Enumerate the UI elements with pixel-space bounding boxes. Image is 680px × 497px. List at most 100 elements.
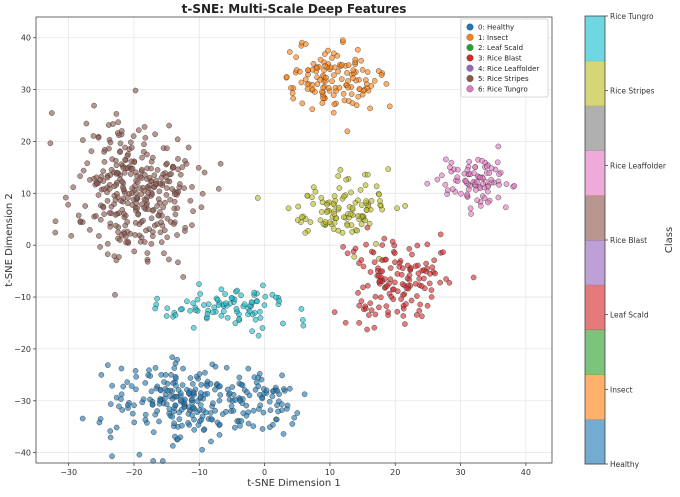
scatter-point [113, 162, 120, 169]
scatter-point [164, 215, 171, 222]
scatter-point [118, 365, 125, 372]
scatter-point [293, 54, 299, 61]
scatter-point [415, 270, 422, 277]
plot-frame [35, 16, 553, 464]
scatter-point [359, 67, 366, 73]
scatter-point [166, 122, 172, 129]
scatter-point [364, 69, 371, 75]
scatter-point [470, 274, 477, 281]
scatter-point [404, 262, 411, 269]
scatter-point [324, 209, 330, 215]
scatter-point [127, 171, 134, 177]
x-tick-label: −10 [191, 468, 208, 477]
scatter-point [331, 309, 338, 315]
legend-marker [466, 85, 474, 93]
colorbar: Healthy Insect Leaf Scald Rice Blast Rice Le… [584, 12, 667, 469]
scatter-point [355, 46, 361, 53]
scatter-point [285, 205, 292, 212]
scatter-point [486, 170, 493, 176]
scatter-point [98, 372, 105, 378]
scatter-point [396, 260, 403, 266]
scatter-point [82, 203, 88, 209]
scatter-point [406, 246, 413, 252]
scatter-point [163, 401, 170, 408]
scatter-point [156, 188, 163, 195]
scatter-point [109, 453, 115, 460]
scatter-point [444, 187, 451, 194]
scatter-point [187, 308, 193, 314]
scatter-point [52, 229, 59, 236]
scatter-point [161, 379, 167, 385]
scatter-point [341, 193, 347, 200]
legend-label: 3: Rice Blast [478, 55, 522, 63]
scatter-point [164, 234, 170, 241]
scatter-point [402, 321, 408, 327]
scatter-point [91, 102, 97, 109]
y-tick-label: −40 [14, 449, 31, 458]
scatter-point [146, 367, 152, 373]
scatter-point [70, 184, 77, 191]
scatter-point [409, 251, 415, 258]
legend-marker [466, 54, 474, 62]
scatter-point [169, 413, 176, 420]
scatter-point [295, 203, 302, 210]
scatter-point [124, 379, 130, 385]
scatter-point [390, 286, 397, 293]
scatter-point [385, 309, 391, 315]
scatter-point [135, 211, 141, 218]
scatter-point [104, 251, 111, 258]
scatter-point [278, 401, 285, 407]
scatter-point [164, 160, 170, 167]
scatter-point [431, 257, 437, 264]
scatter-point [251, 289, 257, 296]
scatter-point [466, 158, 472, 165]
scatter-point [169, 354, 176, 361]
scatter-point [340, 244, 346, 250]
scatter-point [97, 216, 104, 223]
scatter-point [352, 56, 359, 63]
scatter-point [280, 320, 286, 327]
scatter-point [355, 213, 361, 219]
colorbar-label: Leaf Scald [610, 311, 649, 320]
scatter-point [150, 229, 156, 235]
scatter-point [192, 307, 199, 313]
scatter-point [363, 198, 369, 204]
colorbar-label: Rice Tungro [610, 12, 654, 21]
scatter-point [190, 325, 197, 331]
scatter-point [148, 215, 155, 222]
scatter-point [364, 282, 371, 289]
scatter-point [229, 384, 236, 390]
scatter-point [156, 418, 162, 425]
scatter-point [189, 184, 195, 190]
scatter-point [252, 316, 259, 323]
scatter-point [371, 77, 378, 84]
scatter-point [345, 84, 352, 91]
scatter-point [322, 63, 328, 69]
scatter-point [367, 269, 374, 275]
scatter-point [132, 368, 139, 374]
scatter-point [351, 254, 358, 260]
scatter-point [367, 300, 374, 306]
scatter-point [109, 382, 115, 389]
scatter-point [273, 416, 280, 423]
scatter-point [496, 171, 502, 177]
scatter-point [124, 219, 131, 225]
x-tick-label: 10 [325, 468, 335, 477]
scatter-point [349, 100, 356, 107]
scatter-point [200, 427, 207, 433]
scatter-point [223, 364, 230, 371]
colorbar-segment [585, 150, 605, 196]
scatter-point [481, 195, 488, 201]
scatter-point [300, 322, 307, 329]
scatter-point [449, 186, 456, 192]
scatter-point [114, 191, 120, 197]
scatter-point [237, 423, 243, 429]
scatter-point [238, 381, 245, 388]
scatter-point [232, 424, 238, 431]
scatter-point [454, 166, 461, 173]
scatter-point [309, 86, 316, 93]
scatter-point [417, 301, 423, 308]
scatter-point [121, 231, 128, 237]
scatter-point [164, 185, 170, 191]
scatter-point [173, 375, 179, 382]
